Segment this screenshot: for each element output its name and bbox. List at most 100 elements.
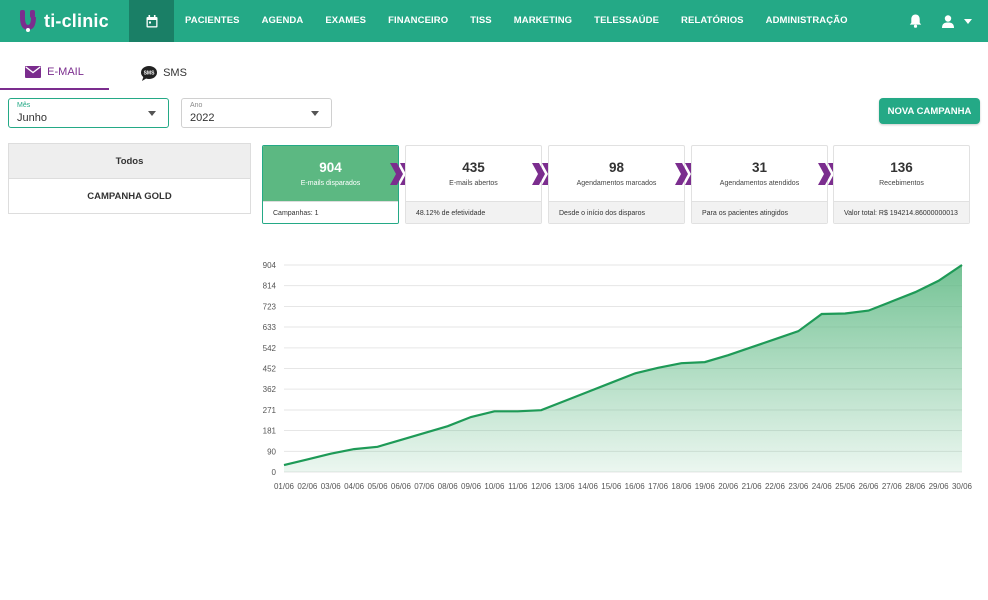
y-tick-label: 542 bbox=[263, 344, 277, 353]
x-tick-label: 14/06 bbox=[578, 482, 599, 491]
nav-agenda[interactable]: AGENDA bbox=[261, 15, 304, 26]
nav-tiss[interactable]: TISS bbox=[470, 15, 492, 26]
stat-footer: Desde o início dos disparos bbox=[549, 201, 684, 223]
calendar-icon bbox=[146, 14, 157, 27]
nav-pacientes[interactable]: PACIENTES bbox=[185, 15, 240, 26]
stat-label: Agendamentos atendidos bbox=[719, 180, 800, 187]
stat-footer: Para os pacientes atingidos bbox=[692, 201, 827, 223]
top-navbar: ti-clinic PACIENTES AGENDA EXAMES FINANC… bbox=[0, 0, 988, 42]
x-tick-label: 22/06 bbox=[765, 482, 786, 491]
x-tick-label: 08/06 bbox=[438, 482, 459, 491]
x-tick-label: 25/06 bbox=[835, 482, 856, 491]
tab-sms-label: SMS bbox=[163, 67, 187, 79]
x-tick-label: 15/06 bbox=[601, 482, 622, 491]
y-tick-label: 271 bbox=[263, 406, 277, 415]
month-select-value: Junho bbox=[17, 112, 47, 124]
stat-label: E-mails disparados bbox=[300, 180, 361, 187]
x-tick-label: 01/06 bbox=[274, 482, 295, 491]
x-tick-label: 12/06 bbox=[531, 482, 552, 491]
x-tick-label: 06/06 bbox=[391, 482, 412, 491]
x-tick-label: 29/06 bbox=[929, 482, 950, 491]
y-tick-label: 904 bbox=[263, 261, 277, 270]
ti-clinic-logo-icon bbox=[20, 10, 36, 32]
app-logo[interactable]: ti-clinic bbox=[0, 0, 129, 42]
campaign-item-all[interactable]: Todos bbox=[9, 144, 250, 179]
x-tick-label: 24/06 bbox=[812, 482, 833, 491]
chart-area-fill bbox=[284, 265, 962, 472]
tab-sms[interactable]: SMS SMS bbox=[109, 56, 219, 90]
user-icon bbox=[942, 14, 954, 28]
channel-tabs: E-MAIL SMS SMS bbox=[0, 56, 219, 90]
stat-label: Agendamentos marcados bbox=[576, 180, 657, 187]
x-tick-label: 10/06 bbox=[484, 482, 505, 491]
nav-exames[interactable]: EXAMES bbox=[325, 15, 367, 26]
nav-financeiro[interactable]: FINANCEIRO bbox=[388, 15, 449, 26]
x-tick-label: 18/06 bbox=[671, 482, 692, 491]
y-tick-label: 0 bbox=[272, 468, 277, 477]
y-tick-label: 452 bbox=[263, 365, 277, 374]
stat-card-receipts[interactable]: 136 Recebimentos Valor total: R$ 194214.… bbox=[833, 145, 970, 224]
x-tick-label: 07/06 bbox=[414, 482, 435, 491]
x-tick-label: 26/06 bbox=[858, 482, 879, 491]
x-tick-label: 21/06 bbox=[742, 482, 763, 491]
tab-email-label: E-MAIL bbox=[47, 66, 84, 78]
x-tick-label: 04/06 bbox=[344, 482, 365, 491]
caret-down-icon bbox=[964, 18, 972, 24]
x-tick-label: 16/06 bbox=[625, 482, 646, 491]
main-nav: PACIENTES AGENDA EXAMES FINANCEIRO TISS … bbox=[174, 0, 859, 42]
envelope-icon bbox=[25, 66, 42, 78]
chart-series-line bbox=[283, 264, 963, 467]
y-tick-label: 362 bbox=[263, 385, 277, 394]
stat-card-scheduled[interactable]: 98 Agendamentos marcados Desde o início … bbox=[548, 145, 685, 224]
x-tick-label: 05/06 bbox=[368, 482, 389, 491]
new-campaign-button[interactable]: NOVA CAMPANHA bbox=[879, 98, 980, 124]
stat-value: 904 bbox=[319, 160, 342, 175]
nav-relatorios[interactable]: RELATÓRIOS bbox=[681, 15, 744, 26]
x-tick-label: 13/06 bbox=[555, 482, 576, 491]
stat-footer: 48.12% de efetividade bbox=[406, 201, 541, 223]
stat-card-sent[interactable]: 904 E-mails disparados Campanhas: 1 bbox=[262, 145, 399, 224]
nav-marketing[interactable]: MARKETING bbox=[513, 15, 573, 26]
stat-value: 31 bbox=[751, 160, 768, 175]
x-tick-label: 09/06 bbox=[461, 482, 482, 491]
topbar-actions bbox=[909, 0, 972, 42]
stat-label: Recebimentos bbox=[879, 180, 924, 187]
sms-icon: SMS bbox=[141, 65, 158, 81]
emails-area-chart: 0 90 181 271 362 452 542 633 723 814 904 01/06 02/0… bbox=[263, 261, 973, 491]
y-tick-label: 723 bbox=[263, 302, 277, 311]
nav-telessaude[interactable]: TELESSAÚDE bbox=[594, 15, 660, 26]
bell-icon[interactable] bbox=[909, 14, 922, 28]
stat-value: 435 bbox=[462, 160, 485, 175]
x-tick-label: 11/06 bbox=[508, 482, 528, 491]
nav-administracao[interactable]: ADMINISTRAÇÃO bbox=[765, 15, 848, 26]
tab-email[interactable]: E-MAIL bbox=[0, 56, 109, 90]
stat-card-opened[interactable]: 435 E-mails abertos 48.12% de efetividad… bbox=[405, 145, 542, 224]
x-tick-label: 28/06 bbox=[905, 482, 926, 491]
y-tick-label: 814 bbox=[263, 282, 277, 291]
year-select[interactable]: Ano 2022 bbox=[181, 98, 332, 128]
x-tick-label: 17/06 bbox=[648, 482, 669, 491]
x-tick-label: 30/06 bbox=[952, 482, 973, 491]
chevron-down-icon bbox=[311, 111, 319, 116]
x-tick-label: 19/06 bbox=[695, 482, 716, 491]
year-select-value: 2022 bbox=[190, 112, 215, 124]
x-tick-label: 03/06 bbox=[321, 482, 342, 491]
campaign-list: Todos CAMPANHA GOLD bbox=[8, 143, 251, 214]
x-tick-label: 20/06 bbox=[718, 482, 739, 491]
stat-value: 136 bbox=[890, 160, 913, 175]
app-name: ti-clinic bbox=[44, 10, 109, 31]
stat-footer: Campanhas: 1 bbox=[263, 201, 398, 223]
stat-card-attended[interactable]: 31 Agendamentos atendidos Para os pacien… bbox=[691, 145, 828, 224]
calendar-button[interactable] bbox=[129, 0, 174, 42]
month-select[interactable]: Mês Junho bbox=[8, 98, 169, 128]
y-tick-label: 181 bbox=[263, 427, 277, 436]
user-menu[interactable] bbox=[942, 14, 972, 28]
year-select-label: Ano bbox=[190, 102, 203, 109]
month-select-label: Mês bbox=[17, 102, 31, 109]
campaign-item[interactable]: CAMPANHA GOLD bbox=[87, 191, 172, 202]
x-tick-label: 23/06 bbox=[788, 482, 809, 491]
y-tick-label: 633 bbox=[263, 323, 277, 332]
stat-footer: Valor total: R$ 194214.86000000013 bbox=[834, 201, 969, 223]
x-tick-label: 02/06 bbox=[297, 482, 318, 491]
chevron-down-icon bbox=[148, 111, 156, 116]
